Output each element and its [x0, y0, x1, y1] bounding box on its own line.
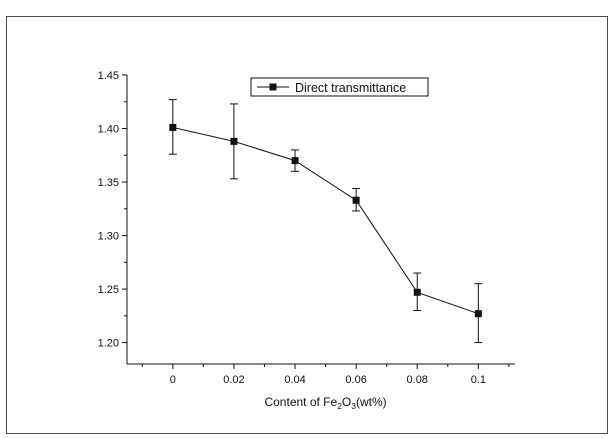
data-point: [169, 123, 177, 131]
y-tick-label: 1.25: [98, 284, 119, 296]
x-axis-title-prefix: Content of Fe: [264, 395, 337, 409]
y-tick-label: 1.45: [98, 70, 119, 82]
y-tick-label: 1.30: [98, 231, 119, 243]
legend-box: [250, 77, 429, 97]
x-axis-title-suffix: (wt%): [356, 395, 387, 409]
x-tick-label: 0.02: [223, 374, 244, 386]
x-axis-title-mid: O: [342, 395, 351, 409]
y-tick-label: 1.20: [98, 338, 119, 350]
y-tick-label: 1.40: [98, 124, 119, 136]
x-axis-title-sub2: 3: [351, 401, 356, 411]
chart-marks: [168, 99, 483, 344]
x-tick-label: 0: [170, 374, 176, 386]
series-line: [172, 126, 479, 315]
data-point: [291, 157, 299, 165]
data-point: [474, 310, 482, 318]
axes: 1.20 1.25 1.30 1.35 1.40 1.45 0 0.02 0.04 0.06 0.0…: [98, 70, 515, 386]
data-point: [413, 288, 421, 296]
legend-label: Direct transmittance: [295, 81, 406, 95]
x-tick-label: 0.04: [284, 374, 305, 386]
data-point: [352, 196, 360, 204]
x-tick-label: 0.06: [345, 374, 366, 386]
data-point: [230, 137, 238, 145]
x-axis-title: Content of Fe2O3(wt%): [264, 395, 386, 411]
legend: Direct transmittance: [250, 77, 429, 97]
legend-marker: [269, 83, 277, 91]
x-tick-label: 0.08: [407, 374, 428, 386]
x-axis-title-sub1: 2: [337, 401, 342, 411]
x-tick-label: 0.1: [471, 374, 486, 386]
y-tick-label: 1.35: [98, 177, 119, 189]
